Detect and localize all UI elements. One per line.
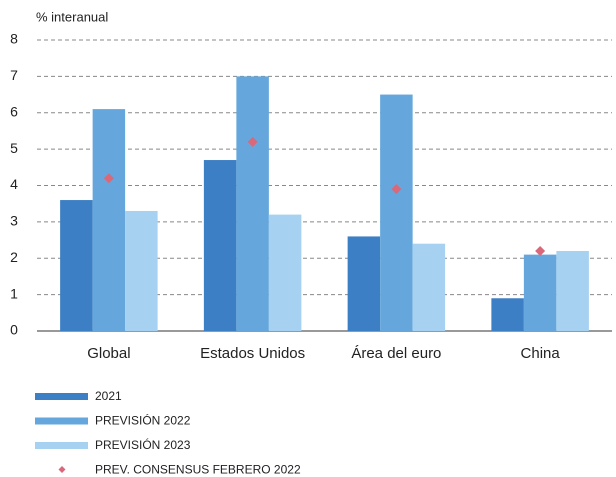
x-tick-label: Área del euro [351,345,441,362]
legend-swatch [35,442,88,449]
y-tick-label: 0 [10,322,18,338]
y-tick-label: 2 [10,249,18,265]
legend-swatch [35,417,88,425]
y-tick-label: 1 [10,285,18,301]
x-tick-label: Global [87,345,130,362]
y-axis-label: % interanual [36,9,108,24]
consensus-marker [103,173,114,184]
bar [412,243,446,331]
bar [236,76,269,331]
bar [491,298,524,331]
legend-label: PREV. CONSENSUS FEBRERO 2022 [95,463,301,477]
x-tick-label: Estados Unidos [200,345,305,362]
bar [60,200,93,331]
y-tick-label: 6 [10,103,18,119]
y-tick-label: 7 [10,67,18,83]
y-tick-label: 4 [10,176,18,192]
consensus-marker [247,136,258,147]
bar [125,210,158,331]
bar [380,94,413,331]
x-tick-label: China [521,345,561,362]
legend-swatch [58,466,66,473]
y-tick-label: 8 [10,31,18,47]
bar [203,160,237,331]
y-tick-label: 3 [10,213,18,229]
legend-swatch [35,393,88,400]
bar [347,236,381,331]
bar [268,214,302,331]
legend-label: PREVISIÓN 2023 [95,437,191,452]
bar [556,250,589,331]
legend-label: PREVISIÓN 2022 [95,413,191,428]
bar [523,254,557,331]
legend-label: 2021 [95,389,122,403]
consensus-marker [535,245,546,256]
y-tick-label: 5 [10,140,18,156]
consensus-marker [391,184,402,195]
bar [92,109,126,331]
